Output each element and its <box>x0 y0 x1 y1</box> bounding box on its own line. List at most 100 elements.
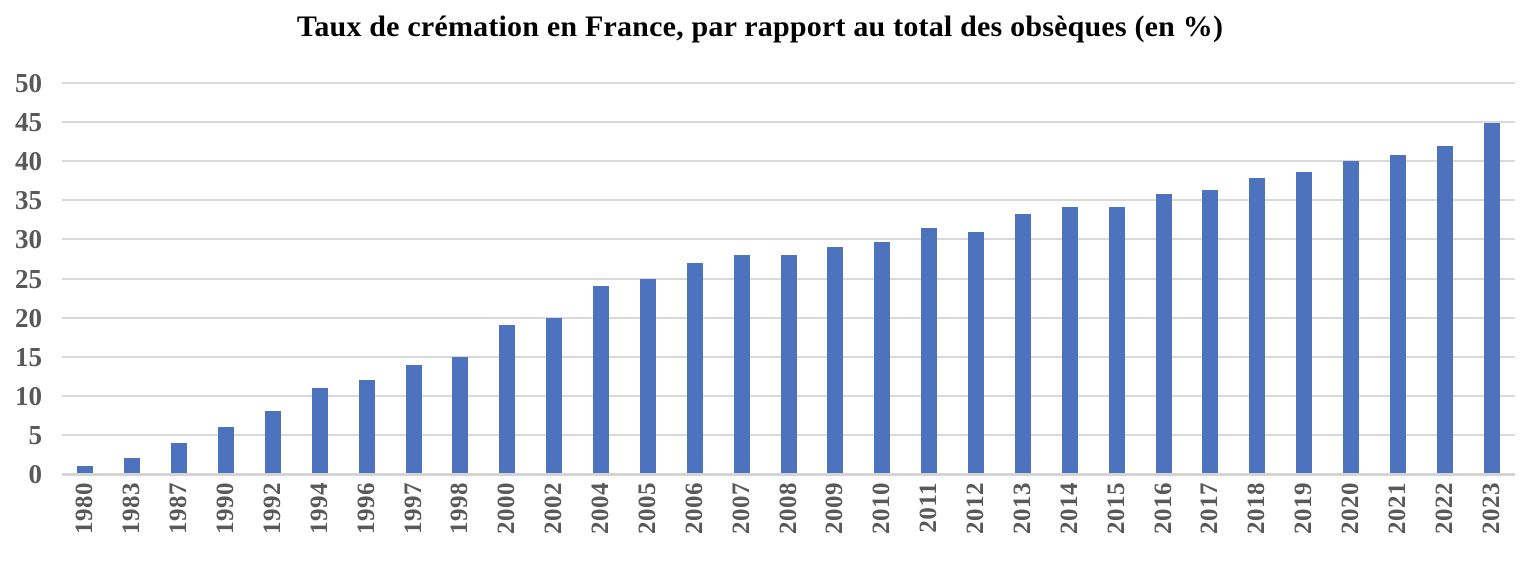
y-axis-tick-labels: 50 45 40 35 30 25 20 15 10 5 0 <box>0 68 42 489</box>
x-tick-label: 2016 <box>1149 482 1177 534</box>
bar-slot <box>203 83 250 474</box>
bar-slot <box>156 83 203 474</box>
x-tick-label: 2011 <box>915 482 943 533</box>
x-tick-label: 2004 <box>587 482 615 534</box>
x-tick-label: 2013 <box>1008 482 1036 534</box>
x-tick-label-slot: 2014 <box>1046 482 1093 574</box>
x-tick-label-slot: 2019 <box>1281 482 1328 574</box>
x-tick-label-slot: 2000 <box>484 482 531 574</box>
x-tick-label: 1998 <box>446 482 474 534</box>
x-tick-label: 2006 <box>680 482 708 534</box>
bar <box>780 255 797 474</box>
x-tick-label-slot: 1998 <box>437 482 484 574</box>
x-tick-label: 2009 <box>821 482 849 534</box>
bar-slot <box>250 83 297 474</box>
y-tick-label: 35 <box>15 185 42 216</box>
bar <box>1343 161 1360 474</box>
bar <box>827 247 844 474</box>
y-tick-label: 45 <box>15 107 42 138</box>
x-tick-label: 1994 <box>305 482 333 534</box>
bar <box>311 387 328 474</box>
y-tick-label: 25 <box>15 263 42 294</box>
x-tick-label: 2008 <box>774 482 802 534</box>
bar-slot <box>765 83 812 474</box>
x-tick-label: 2007 <box>727 482 755 534</box>
gridline <box>62 199 1515 202</box>
bar <box>218 427 235 474</box>
x-tick-label-slot: 2015 <box>1093 482 1140 574</box>
y-tick-label: 0 <box>28 459 43 489</box>
bar <box>593 286 610 474</box>
bar <box>1155 194 1172 474</box>
bar-slot <box>1234 83 1281 474</box>
bar-slot <box>1375 83 1422 474</box>
bar <box>1202 190 1219 474</box>
bar-slot <box>1328 83 1375 474</box>
x-tick-label: 2012 <box>962 482 990 534</box>
y-tick-label: 15 <box>15 341 42 372</box>
x-tick-label-slot: 2021 <box>1375 482 1422 574</box>
bar <box>639 278 656 474</box>
x-tick-label: 1992 <box>258 482 286 534</box>
x-tick-label-slot: 1992 <box>250 482 297 574</box>
bar-slot <box>1421 83 1468 474</box>
x-tick-label: 2014 <box>1055 482 1083 534</box>
bar-slot <box>1187 83 1234 474</box>
bar-slot <box>484 83 531 474</box>
x-tick-label: 2005 <box>633 482 661 534</box>
bar-slot <box>343 83 390 474</box>
y-tick-label: 20 <box>15 302 42 333</box>
bar <box>499 325 516 474</box>
x-tick-label-slot: 2009 <box>812 482 859 574</box>
bar-slot <box>531 83 578 474</box>
x-tick-label-slot: 2005 <box>625 482 672 574</box>
plot-area <box>62 82 1515 475</box>
x-tick-label-slot: 2012 <box>953 482 1000 574</box>
x-tick-label: 2018 <box>1243 482 1271 534</box>
x-tick-label-slot: 2002 <box>531 482 578 574</box>
y-tick-label: 10 <box>15 380 42 411</box>
bar <box>124 458 141 474</box>
bar-slot <box>718 83 765 474</box>
gridline <box>62 82 1515 84</box>
x-tick-label: 2002 <box>540 482 568 534</box>
bar <box>264 411 281 474</box>
x-tick-label-slot: 1996 <box>343 482 390 574</box>
x-tick-label-slot: 2008 <box>765 482 812 574</box>
x-tick-label-slot: 1997 <box>390 482 437 574</box>
bar <box>1389 154 1406 474</box>
x-tick-label-slot: 1987 <box>156 482 203 574</box>
x-axis-line <box>62 473 1515 476</box>
bar <box>686 262 703 474</box>
gridline <box>62 160 1515 163</box>
x-tick-label: 1997 <box>399 482 427 534</box>
bar-slot <box>1281 83 1328 474</box>
bar <box>1436 145 1453 474</box>
x-tick-label: 2022 <box>1430 482 1458 534</box>
bar <box>1483 122 1500 474</box>
bar-slot <box>625 83 672 474</box>
bar-slot <box>1093 83 1140 474</box>
x-tick-label-slot: 2023 <box>1468 482 1515 574</box>
x-tick-label: 1980 <box>71 482 99 534</box>
x-tick-label-slot: 2006 <box>671 482 718 574</box>
x-tick-label: 2023 <box>1477 482 1505 534</box>
x-tick-label: 2015 <box>1102 482 1130 534</box>
bar-slot <box>437 83 484 474</box>
bar-slot <box>953 83 1000 474</box>
x-tick-label-slot: 2018 <box>1234 482 1281 574</box>
bar <box>546 317 563 474</box>
bar-slot <box>812 83 859 474</box>
x-tick-label: 1990 <box>212 482 240 534</box>
x-tick-label: 2000 <box>493 482 521 534</box>
x-tick-label: 2019 <box>1290 482 1318 534</box>
x-tick-label-slot: 1983 <box>109 482 156 574</box>
x-tick-label: 1983 <box>118 482 146 534</box>
chart-title: Taux de crémation en France, par rapport… <box>296 10 1224 43</box>
x-tick-label-slot: 2007 <box>718 482 765 574</box>
bar-slot <box>390 83 437 474</box>
y-tick-label: 50 <box>15 68 42 98</box>
bar-slot <box>296 83 343 474</box>
bar-slot <box>906 83 953 474</box>
